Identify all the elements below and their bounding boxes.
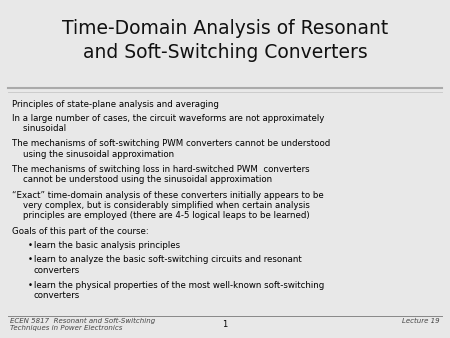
Text: The mechanisms of switching loss in hard-switched PWM  converters
    cannot be : The mechanisms of switching loss in hard… bbox=[12, 165, 310, 185]
Text: Lecture 19: Lecture 19 bbox=[402, 318, 440, 324]
Text: 1: 1 bbox=[222, 320, 228, 329]
Text: Time-Domain Analysis of Resonant: Time-Domain Analysis of Resonant bbox=[62, 19, 388, 38]
Text: learn the physical properties of the most well-known soft-switching
converters: learn the physical properties of the mos… bbox=[34, 281, 324, 300]
Text: learn the basic analysis principles: learn the basic analysis principles bbox=[34, 241, 180, 250]
Text: learn to analyze the basic soft-switching circuits and resonant
converters: learn to analyze the basic soft-switchin… bbox=[34, 256, 302, 275]
Text: •: • bbox=[28, 281, 33, 290]
Text: The mechanisms of soft-switching PWM converters cannot be understood
    using t: The mechanisms of soft-switching PWM con… bbox=[12, 140, 330, 159]
Text: Goals of this part of the course:: Goals of this part of the course: bbox=[12, 227, 149, 237]
Text: Principles of state-plane analysis and averaging: Principles of state-plane analysis and a… bbox=[12, 100, 219, 109]
Text: In a large number of cases, the circuit waveforms are not approximately
    sinu: In a large number of cases, the circuit … bbox=[12, 114, 324, 134]
Text: •: • bbox=[28, 256, 33, 265]
Text: and Soft-Switching Converters: and Soft-Switching Converters bbox=[83, 43, 367, 62]
Text: “Exact” time-domain analysis of these converters initially appears to be
    ver: “Exact” time-domain analysis of these co… bbox=[12, 191, 324, 220]
Text: •: • bbox=[28, 241, 33, 250]
Text: ECEN 5817  Resonant and Soft-Switching
Techniques in Power Electronics: ECEN 5817 Resonant and Soft-Switching Te… bbox=[10, 318, 155, 331]
